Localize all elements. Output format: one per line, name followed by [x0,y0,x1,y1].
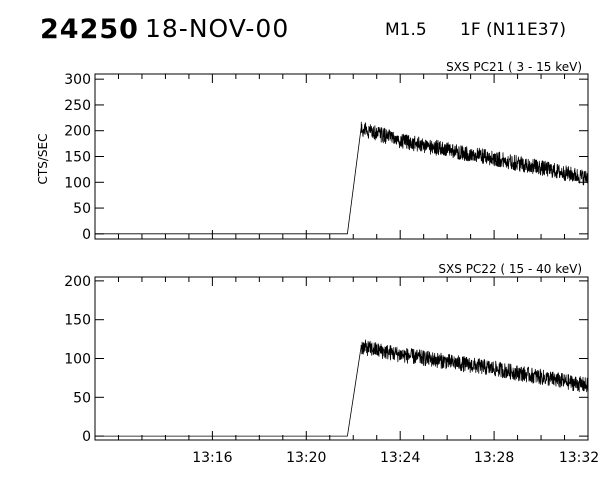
y-tick-label: 200 [64,274,91,290]
event-date: 18-NOV-00 [145,14,290,43]
y-tick-label: 200 [64,124,91,140]
y-tick-label: 150 [64,150,91,166]
y-tick-label: 250 [64,98,91,114]
y-tick-label: 0 [82,227,91,243]
x-axis: 13:16 13:20 13:24 13:28 13:32 [94,277,599,466]
panel-title: SXS PC21 ( 3 - 15 keV) [446,60,582,74]
x-tick-label: 13:24 [380,450,420,466]
y-tick-label: 100 [64,352,91,368]
y-tick-label: 150 [64,313,91,329]
panel-title: SXS PC22 ( 15 - 40 keV) [438,262,582,276]
flare-location: 1F (N11E37) [460,20,566,40]
y-axis: 0 50 100 150 200 250 300 [64,72,588,243]
y-tick-label: 50 [73,201,91,217]
series-line-0 [95,121,589,235]
panel-pc21: SXS PC21 ( 3 - 15 keV) CTS/SEC 0 50 100 150… [36,60,589,243]
event-id: 24250 [40,14,139,45]
y-axis-label: CTS/SEC [36,134,50,185]
y-tick-label: 50 [73,390,91,406]
series-group [95,121,589,235]
y-axis: 0 50 100 150 200 [64,274,588,445]
y-tick-label: 300 [64,72,91,88]
x-tick-label: 13:20 [286,450,326,466]
panel-pc22: SXS PC22 ( 15 - 40 keV) 0 50 100 150 200 13:… [64,262,599,466]
x-axis [94,74,589,239]
x-tick-label: 13:32 [559,450,599,466]
flare-class: M1.5 [385,20,427,40]
series-group [95,339,589,437]
series-line-0 [95,339,589,437]
y-tick-label: 0 [82,429,91,445]
x-tick-label: 13:16 [192,450,232,466]
plot-frame [94,276,589,441]
y-tick-label: 100 [64,175,91,191]
x-tick-label: 13:28 [474,450,514,466]
